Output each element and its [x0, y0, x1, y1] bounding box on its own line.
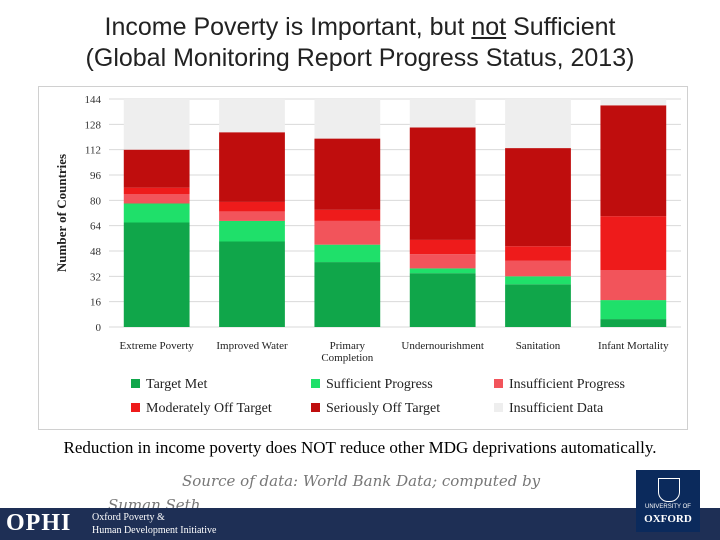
x-tick-label: Extreme Poverty	[120, 340, 195, 352]
y-tick-label: 32	[90, 271, 101, 283]
y-tick-label: 80	[90, 195, 102, 207]
legend-label: Insufficient Data	[509, 401, 604, 416]
y-tick-label: 16	[90, 297, 102, 309]
page-subtitle: (Global Monitoring Report Progress Statu…	[85, 44, 635, 72]
bar-segment	[314, 138, 381, 210]
stacked-bar-chart: 0 16 32 48 64 80 96 112 128 144 Number of Countrie…	[54, 94, 681, 416]
y-axis-title: Number of Countries	[54, 154, 69, 272]
bar-segment	[314, 220, 381, 245]
bar-segment	[505, 246, 571, 261]
legend-swatch	[494, 403, 503, 412]
legend-label: Moderately Off Target	[146, 401, 272, 416]
bar-segment	[505, 284, 571, 327]
bar-segment	[219, 220, 285, 242]
bar-segment	[505, 276, 571, 285]
bar-segment	[314, 209, 381, 221]
bar-segment	[314, 99, 381, 139]
legend-label: Seriously Off Target	[326, 401, 440, 416]
bar-segment	[600, 270, 667, 301]
y-tick-label: 0	[96, 322, 102, 334]
legend-label: Sufficient Progress	[326, 377, 433, 392]
bar-segment	[219, 241, 285, 327]
footer-bar	[0, 508, 720, 540]
bar-segment	[600, 300, 667, 320]
source-note: Source of data: World Bank Data; compute…	[182, 472, 541, 490]
bar-segment	[123, 222, 190, 327]
bar-segment	[409, 127, 476, 240]
ophi-logo: OPHI	[6, 510, 72, 536]
bar-segment	[409, 273, 476, 327]
x-tick-label: Improved Water	[216, 340, 288, 352]
y-tick-label: 128	[85, 119, 102, 131]
university-label: UNIVERSITY OF	[645, 504, 691, 510]
chart-frame: 0 16 32 48 64 80 96 112 128 144 Number of Countrie…	[38, 86, 688, 430]
y-tick-label: 64	[90, 221, 102, 233]
ophi-org-name: Oxford Poverty & Human Development Initi…	[92, 511, 216, 537]
bar-segment	[409, 268, 476, 274]
bar-segment	[600, 105, 667, 217]
bar-segment	[600, 99, 667, 106]
legend-swatch	[311, 379, 320, 388]
y-tick-label: 112	[85, 145, 101, 157]
y-tick-label: 144	[85, 94, 102, 106]
oxford-label: OXFORD	[644, 513, 692, 525]
crest-icon	[658, 478, 680, 502]
bar-segment	[600, 319, 667, 327]
legend-swatch	[131, 403, 140, 412]
page-title: Income Poverty is Important, but not Suf…	[104, 13, 616, 41]
bar-segment	[314, 244, 381, 263]
bar-segment	[505, 260, 571, 277]
y-tick-label: 48	[90, 246, 102, 258]
title-emphasis: not	[471, 13, 507, 41]
x-tick-label: Infant Mortality	[598, 340, 669, 352]
bar-segment	[505, 148, 571, 247]
bar-segment	[505, 99, 571, 149]
legend-label: Insufficient Progress	[509, 377, 625, 392]
legend-swatch	[311, 403, 320, 412]
bar-segment	[123, 99, 190, 150]
bar-segment	[219, 211, 285, 221]
bar-segment	[409, 254, 476, 269]
oxford-logo: UNIVERSITY OF OXFORD	[636, 470, 700, 532]
org-line-1: Oxford Poverty &	[92, 512, 165, 523]
bar-segment	[409, 99, 476, 128]
legend-swatch	[131, 379, 140, 388]
bar-segment	[600, 216, 667, 270]
bar-segment	[219, 132, 285, 202]
x-tick-label: Completion	[321, 352, 373, 364]
x-tick-label: Sanitation	[516, 340, 561, 352]
x-tick-label: Undernourishment	[401, 340, 483, 352]
caption: Reduction in income poverty does NOT red…	[63, 438, 657, 457]
legend-label: Target Met	[146, 377, 207, 392]
bar-segment	[123, 194, 190, 204]
bar-segment	[123, 203, 190, 223]
bar-segment	[219, 201, 285, 212]
bar-segment	[409, 239, 476, 255]
org-line-2: Human Development Initiative	[92, 525, 217, 536]
bar-segment	[123, 149, 190, 188]
y-tick-label: 96	[90, 170, 102, 182]
legend-swatch	[494, 379, 503, 388]
bar-segment	[219, 99, 285, 133]
bar-segment	[123, 187, 190, 194]
x-tick-label: Primary	[330, 340, 366, 352]
bar-segment	[314, 262, 381, 327]
